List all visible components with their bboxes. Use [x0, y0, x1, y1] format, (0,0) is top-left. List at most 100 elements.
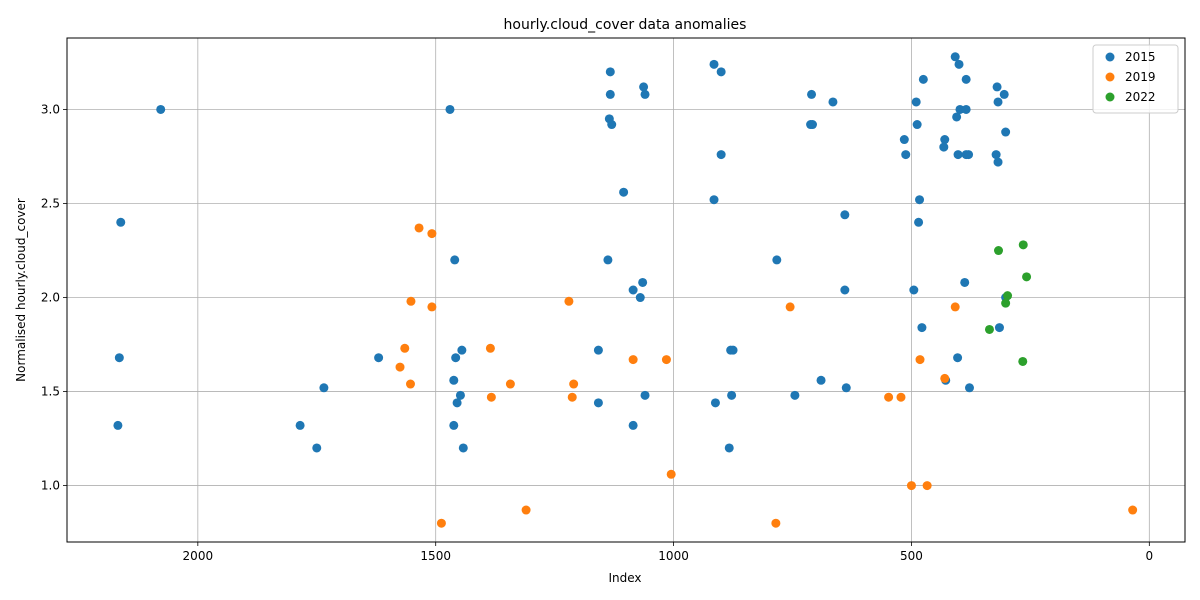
data-point [915, 195, 925, 205]
y-axis-label: Normalised hourly.cloud_cover [14, 198, 28, 382]
data-point [953, 353, 963, 363]
data-point [961, 74, 971, 84]
data-point [918, 74, 928, 84]
x-tick-label: 1000 [658, 549, 689, 563]
data-point [991, 150, 1001, 160]
data-point [840, 210, 850, 220]
legend: 2015 2019 2022 [1092, 44, 1179, 114]
data-point [709, 195, 719, 205]
data-point [909, 285, 919, 295]
legend-label: 2022 [1125, 90, 1156, 104]
data-point [724, 443, 734, 453]
data-point [771, 518, 781, 528]
data-point [993, 157, 1003, 167]
legend-marker [1105, 52, 1115, 62]
data-point [593, 398, 603, 408]
data-point [113, 420, 123, 430]
data-point [406, 296, 416, 306]
data-point [828, 97, 838, 107]
data-point [569, 379, 579, 389]
data-point [841, 383, 851, 393]
data-point [619, 187, 629, 197]
data-point [940, 373, 950, 383]
data-point [451, 353, 461, 363]
data-point [726, 345, 736, 355]
grid [67, 38, 1185, 542]
data-point [709, 59, 719, 69]
data-point [727, 390, 737, 400]
data-point [450, 255, 460, 265]
y-ticks: 1.0 1.5 2.0 2.5 3.0 [41, 102, 67, 493]
data-point [116, 217, 126, 227]
data-point [521, 505, 531, 515]
points [113, 52, 1138, 528]
data-point [640, 89, 650, 99]
data-point [666, 469, 676, 479]
data-point [790, 390, 800, 400]
data-point [486, 392, 496, 402]
data-point [954, 59, 964, 69]
data-point [395, 362, 405, 372]
y-tick-label: 2.5 [41, 196, 60, 210]
data-point [455, 390, 465, 400]
data-point [319, 383, 329, 393]
data-point [564, 296, 574, 306]
data-point [939, 142, 949, 152]
data-point [1018, 356, 1028, 366]
series-2022 [984, 240, 1032, 366]
data-point [436, 518, 446, 528]
data-point [661, 355, 671, 365]
data-point [638, 277, 648, 287]
data-point [716, 150, 726, 160]
data-point [607, 120, 617, 130]
data-point [953, 150, 963, 160]
data-point [984, 324, 994, 334]
x-tick-label: 2000 [183, 549, 214, 563]
data-point [427, 302, 437, 312]
plot-frame [66, 37, 1186, 543]
data-point [593, 345, 603, 355]
data-point [1022, 272, 1032, 282]
y-tick-label: 1.5 [41, 385, 60, 399]
data-point [915, 355, 925, 365]
data-point [993, 97, 1003, 107]
data-point [445, 104, 455, 114]
data-point [710, 398, 720, 408]
data-point [994, 246, 1004, 256]
data-point [628, 420, 638, 430]
data-point [1018, 240, 1028, 250]
data-point [427, 229, 437, 239]
data-point [961, 104, 971, 114]
data-point [567, 392, 577, 402]
data-point [400, 343, 410, 353]
data-point [960, 277, 970, 287]
y-tick-label: 2.0 [41, 291, 60, 305]
data-point [405, 379, 415, 389]
data-point [911, 97, 921, 107]
data-point [899, 135, 909, 145]
data-point [840, 285, 850, 295]
data-point [816, 375, 826, 385]
legend-marker [1105, 72, 1115, 82]
data-point [114, 353, 124, 363]
data-point [458, 443, 468, 453]
data-point [716, 67, 726, 77]
data-point [964, 383, 974, 393]
data-point [1128, 505, 1138, 515]
data-point [452, 398, 462, 408]
data-point [449, 375, 459, 385]
data-point [884, 392, 894, 402]
data-point [156, 104, 166, 114]
data-point [485, 343, 495, 353]
data-point [639, 82, 649, 92]
data-point [772, 255, 782, 265]
data-point [912, 120, 922, 130]
data-point [952, 112, 962, 122]
data-point [1001, 298, 1011, 308]
data-point [901, 150, 911, 160]
data-point [940, 135, 950, 145]
data-point [312, 443, 322, 453]
data-point [964, 150, 974, 160]
data-point [505, 379, 515, 389]
